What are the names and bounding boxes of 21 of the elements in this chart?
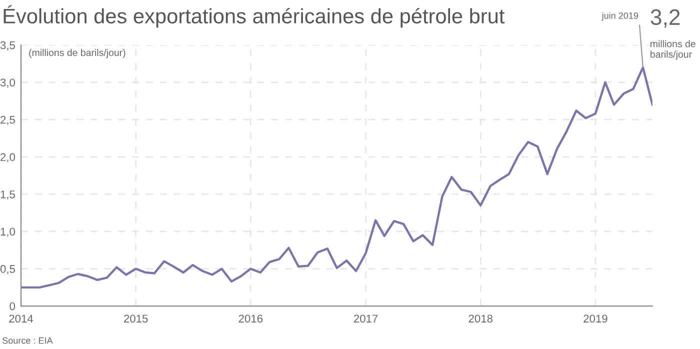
line-series xyxy=(21,66,652,289)
chart-title: Évolution des exportations américaines de pétrole brut xyxy=(4,5,505,28)
x-tick-label: 2015 xyxy=(124,314,148,323)
y-axis-title: (millions de barils/jour) xyxy=(29,48,126,58)
source-note: Source : EIA xyxy=(2,337,53,344)
x-tick-label: 2016 xyxy=(238,314,263,323)
x-tick-label: 2017 xyxy=(354,314,378,323)
y-tick-label: 1,5 xyxy=(0,190,15,200)
y-tick-label: 2,0 xyxy=(0,153,16,162)
y-tick-label: 3,5 xyxy=(0,41,15,50)
annotation: millions de barils/jour xyxy=(650,40,696,60)
y-tick-label: 0 xyxy=(10,302,16,310)
x-tick-label: 2018 xyxy=(468,314,493,323)
y-tick-label: 0,5 xyxy=(0,265,15,274)
y-tick-label: 3,0 xyxy=(0,78,16,88)
annotation: 3,2 xyxy=(650,9,680,28)
x-tick-label: 2019 xyxy=(584,314,608,323)
y-tick-label: 1,0 xyxy=(0,228,16,237)
annotation: juin 2019 xyxy=(602,12,638,21)
y-tick-label: 2,5 xyxy=(0,116,15,126)
x-tick-label: 2014 xyxy=(9,314,34,323)
